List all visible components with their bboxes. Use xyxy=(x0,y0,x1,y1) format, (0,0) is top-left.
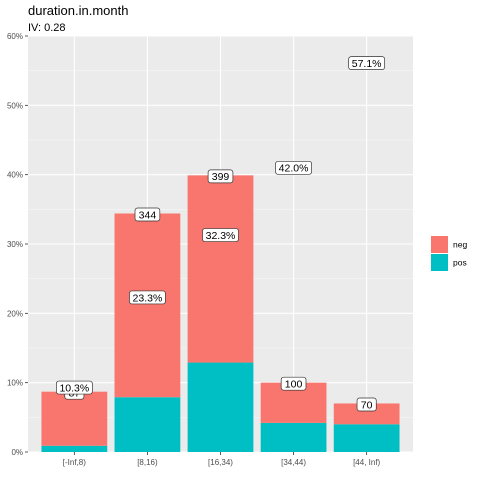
rate-label: 42.0% xyxy=(275,160,312,175)
y-tick-label: 0% xyxy=(11,448,23,457)
legend-swatch-pos xyxy=(431,254,448,271)
bar-neg xyxy=(114,213,181,398)
rate-label: 10.3% xyxy=(55,380,93,395)
x-tick-label: [34,44) xyxy=(281,458,306,467)
svg-text:23.3%: 23.3% xyxy=(133,292,163,304)
y-tick-label: 30% xyxy=(7,240,23,249)
bar-pos xyxy=(333,424,400,452)
x-tick-label: [-Inf,8) xyxy=(63,458,86,467)
svg-text:100: 100 xyxy=(285,378,303,390)
x-tick-label: [8,16) xyxy=(137,458,158,467)
svg-text:70: 70 xyxy=(361,399,373,411)
y-tick-label: 40% xyxy=(7,171,23,180)
rate-label: 23.3% xyxy=(129,290,166,305)
count-label: 399 xyxy=(207,169,234,184)
svg-text:32.3%: 32.3% xyxy=(206,230,236,242)
y-tick-label: 20% xyxy=(7,309,23,318)
x-tick-label: [16,34) xyxy=(208,458,233,467)
chart-title: duration.in.month xyxy=(28,3,129,18)
legend-label-neg: neg xyxy=(453,240,467,250)
legend-label-pos: pos xyxy=(453,258,467,268)
count-label: 70 xyxy=(356,397,377,412)
svg-text:42.0%: 42.0% xyxy=(279,163,309,175)
bar-neg xyxy=(187,175,254,363)
y-tick-label: 10% xyxy=(7,379,23,388)
svg-text:399: 399 xyxy=(212,171,230,183)
svg-text:344: 344 xyxy=(139,209,157,221)
bar-neg xyxy=(41,391,108,446)
bar-pos xyxy=(187,362,254,452)
bar-pos xyxy=(260,422,327,452)
y-tick-label: 50% xyxy=(7,101,23,110)
bar-pos xyxy=(114,397,181,452)
y-tick-label: 60% xyxy=(7,32,23,41)
count-label: 100 xyxy=(280,376,307,391)
bar-neg xyxy=(333,403,400,425)
svg-text:57.1%: 57.1% xyxy=(352,58,382,70)
chart-subtitle: IV: 0.28 xyxy=(28,22,66,34)
rate-label: 57.1% xyxy=(348,56,386,70)
rate-label: 32.3% xyxy=(202,228,239,242)
count-label: 344 xyxy=(134,207,161,222)
bar-pos xyxy=(41,445,108,452)
legend-swatch-neg xyxy=(431,236,448,253)
x-tick-label: [44, Inf) xyxy=(353,458,380,467)
svg-text:10.3%: 10.3% xyxy=(59,382,89,394)
